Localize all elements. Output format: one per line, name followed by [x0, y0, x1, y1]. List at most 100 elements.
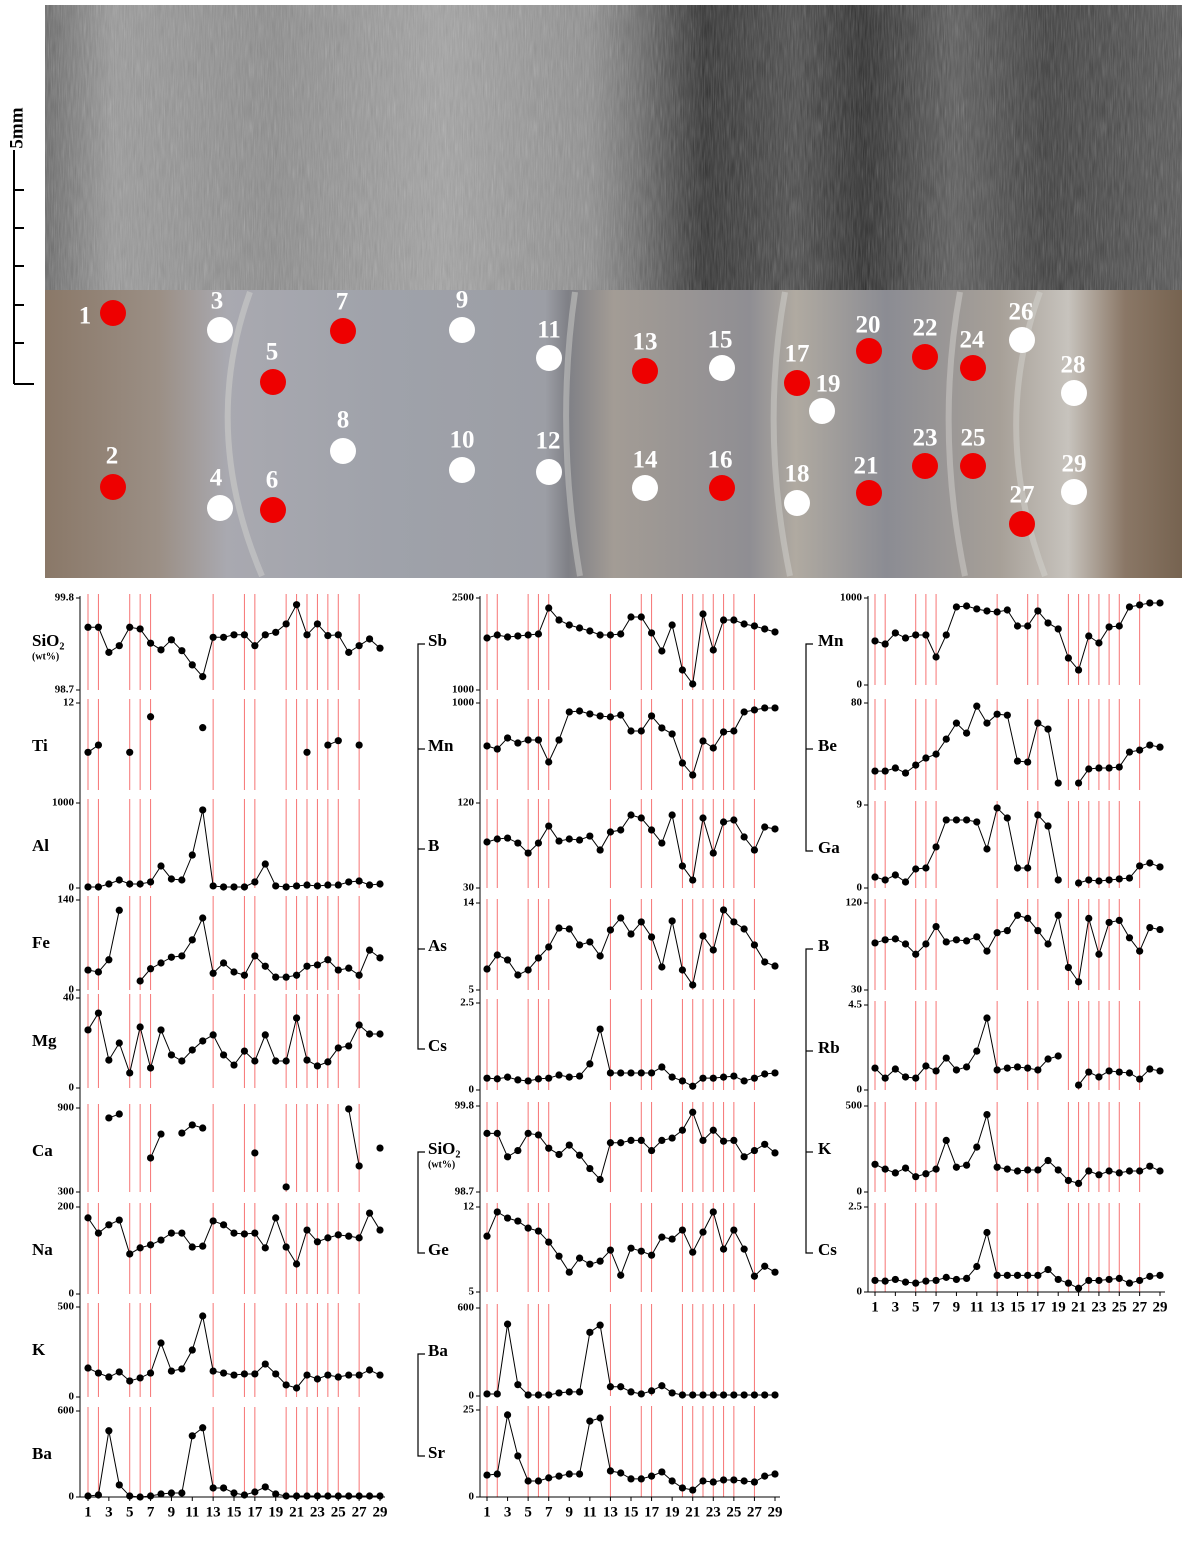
element-name: Mn — [818, 631, 844, 650]
data-point — [313, 961, 322, 969]
data-point — [355, 1021, 363, 1029]
data-point — [647, 933, 656, 941]
data-point — [575, 1072, 584, 1080]
data-point — [292, 1014, 301, 1022]
data-point — [240, 1047, 249, 1055]
data-point — [534, 1131, 543, 1139]
data-point — [973, 933, 981, 941]
sample-point — [632, 358, 658, 384]
x-tick-label: 11 — [583, 1504, 597, 1520]
data-point — [719, 1391, 728, 1399]
data-point — [105, 648, 113, 656]
y-tick-label: 80 — [851, 697, 863, 709]
data-point — [881, 767, 889, 775]
y-tick-label: 9 — [857, 799, 863, 811]
data-point — [678, 1077, 687, 1085]
data-point — [983, 845, 991, 853]
data-point — [963, 816, 971, 824]
data-point — [534, 1391, 543, 1399]
x-tick-label: 17 — [1030, 1299, 1046, 1315]
data-point — [555, 924, 563, 932]
x-tick-label: 15 — [227, 1504, 242, 1520]
data-point — [993, 608, 1001, 616]
sample-point — [536, 459, 562, 485]
x-tick-label: 17 — [644, 1504, 660, 1520]
data-point — [555, 1071, 563, 1079]
data-point — [606, 1069, 615, 1077]
data-point — [912, 1074, 920, 1082]
data-point — [178, 952, 186, 960]
data-point — [1044, 725, 1052, 733]
data-point — [993, 804, 1001, 812]
data-point — [627, 1069, 635, 1077]
data-point — [719, 818, 728, 826]
data-point — [586, 938, 594, 946]
data-point — [94, 968, 103, 976]
data-point — [324, 1492, 332, 1500]
data-point — [126, 1069, 134, 1077]
data-point — [178, 1129, 186, 1137]
sample-label: 22 — [913, 315, 938, 342]
data-point — [647, 629, 656, 637]
data-point — [545, 943, 553, 951]
data-point — [115, 1368, 123, 1376]
data-point — [219, 1221, 228, 1229]
x-tick-label: 23 — [1091, 1299, 1106, 1315]
data-point — [545, 758, 553, 766]
x-tick-label: 7 — [147, 1504, 155, 1520]
y-tick-label: 120 — [846, 897, 863, 909]
data-point — [901, 769, 910, 777]
data-point — [963, 1063, 971, 1071]
data-point — [282, 1381, 290, 1389]
data-point — [912, 761, 920, 769]
data-point — [524, 1477, 532, 1485]
data-point — [1044, 1055, 1052, 1063]
sample-point — [1009, 511, 1035, 537]
data-point — [771, 704, 779, 712]
x-tick-label: 3 — [105, 1504, 113, 1520]
data-point — [251, 1229, 259, 1237]
data-point — [209, 882, 217, 890]
data-point — [627, 1136, 635, 1144]
data-point — [1054, 1275, 1062, 1284]
data-point — [292, 1492, 301, 1500]
data-point — [637, 613, 645, 621]
data-point — [199, 724, 207, 732]
data-point — [932, 843, 940, 851]
data-point — [1125, 874, 1134, 882]
sample-label: 23 — [913, 425, 938, 452]
data-point — [1044, 619, 1052, 627]
data-point — [891, 871, 899, 879]
data-point — [709, 646, 717, 654]
data-point — [658, 1063, 666, 1071]
data-point — [84, 1492, 92, 1500]
data-point — [596, 1025, 604, 1033]
data-point — [209, 969, 217, 977]
data-point — [178, 1229, 186, 1237]
data-point — [514, 632, 522, 640]
x-tick-label: 19 — [665, 1504, 680, 1520]
data-point — [586, 710, 594, 718]
data-point — [324, 1234, 332, 1242]
data-point — [219, 1369, 228, 1377]
data-point — [188, 1121, 196, 1129]
data-point — [983, 947, 991, 955]
data-point — [709, 946, 717, 954]
data-point — [627, 1388, 635, 1396]
data-point — [555, 1252, 563, 1260]
y-tick-label: 1000 — [52, 797, 75, 809]
data-point — [771, 1470, 779, 1478]
data-point — [199, 1124, 207, 1132]
data-point — [219, 1484, 228, 1492]
data-point — [750, 622, 759, 630]
data-point — [668, 917, 676, 925]
data-point — [891, 1169, 899, 1177]
bracket — [805, 948, 813, 1254]
data-point — [942, 631, 950, 639]
sample-point — [260, 497, 286, 523]
data-point — [973, 1262, 981, 1271]
data-point — [606, 1383, 615, 1391]
data-point — [1054, 1166, 1062, 1174]
data-point — [209, 1367, 217, 1375]
data-point — [668, 1389, 676, 1397]
